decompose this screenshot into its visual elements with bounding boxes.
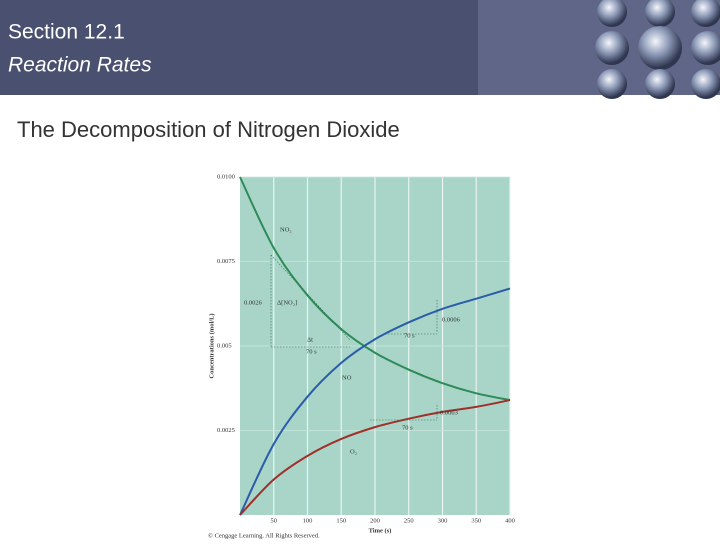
annotation-guide	[270, 254, 351, 341]
annotation: NO₂	[280, 226, 292, 233]
annotation: 70 s	[402, 424, 413, 431]
x-tick-label: 100	[303, 517, 313, 524]
x-tick-label: 400	[505, 517, 515, 524]
section-subtitle: Reaction Rates	[8, 54, 152, 77]
y-tick-label: 0.0100	[217, 173, 235, 180]
y-tick-label: 0.0025	[217, 427, 235, 434]
data-line	[239, 399, 511, 516]
data-line	[239, 176, 511, 402]
decorative-spheres	[595, 0, 720, 99]
annotation: Δ[NO₂]	[277, 299, 297, 306]
x-tick-label: 50	[271, 517, 278, 524]
annotation: NO	[342, 374, 352, 381]
y-tick-label: 0.005	[217, 342, 232, 349]
x-tick-label: 200	[370, 517, 380, 524]
annotation: 70 s	[306, 348, 317, 355]
y-axis-label: Concentrations (mol/L)	[208, 313, 215, 378]
section-title: Section 12.1	[8, 21, 125, 44]
x-tick-label: 150	[336, 517, 346, 524]
x-tick-label: 300	[438, 517, 448, 524]
annotation: 0.0006	[442, 316, 461, 323]
annotation: Δt	[307, 336, 313, 343]
chart: 50 100 150 200 250 300 350 400 0.0025 0.005 0.0075…	[208, 173, 515, 539]
slide-heading: The Decomposition of Nitrogen Dioxide	[17, 117, 400, 142]
annotation: 0.0003	[440, 409, 458, 416]
y-tick-label: 0.0075	[217, 258, 235, 265]
x-tick-label: 350	[471, 517, 481, 524]
x-axis-label: Time (s)	[369, 527, 392, 534]
credit: © Cengage Learning. All Rights Reserved.	[208, 532, 320, 539]
header-bar	[0, 0, 478, 95]
annotation: 0.0026	[244, 299, 263, 306]
annotation: 70 s	[404, 332, 415, 339]
data-line	[239, 287, 511, 516]
x-tick-label: 250	[404, 517, 414, 524]
annotation: O₂	[350, 448, 357, 455]
